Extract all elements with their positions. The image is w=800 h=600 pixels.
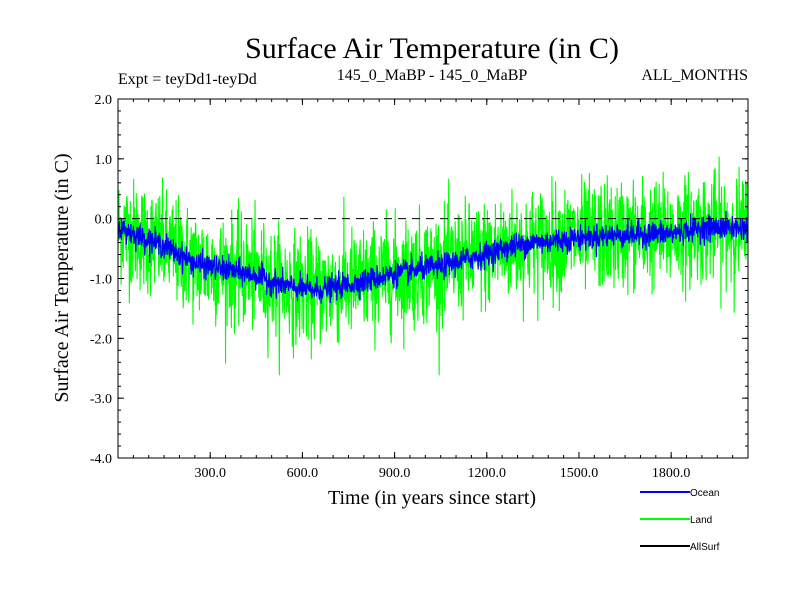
plot-area: -4.0 -3.0 -2.0 -1.0 0.0 1.0 2.0 300.0 600.0 900.0… (90, 93, 749, 481)
y-tick-label: -1.0 (90, 273, 112, 288)
legend-label-land: Land (690, 515, 712, 526)
series-layer (117, 156, 749, 376)
x-tick-label: 600.0 (287, 466, 319, 481)
x-tick-label: 1800.0 (652, 466, 691, 481)
legend: Ocean Land AllSurf (640, 488, 720, 553)
chart-title: Surface Air Temperature (in C) (245, 32, 619, 65)
y-tick-label: 0.0 (95, 213, 113, 228)
x-axis-label: Time (in years since start) (328, 487, 536, 509)
ticks-layer: -4.0 -3.0 -2.0 -1.0 0.0 1.0 2.0 300.0 600.0 900.0… (90, 93, 748, 481)
y-axis-label: Surface Air Temperature (in C) (51, 153, 73, 402)
legend-label-ocean: Ocean (690, 488, 719, 499)
x-tick-label: 300.0 (194, 466, 226, 481)
x-tick-label: 1500.0 (560, 466, 599, 481)
y-tick-label: -3.0 (90, 392, 112, 407)
period-label: 145_0_MaBP - 145_0_MaBP (337, 67, 528, 84)
y-tick-label: 1.0 (95, 153, 113, 168)
y-tick-label: 2.0 (95, 93, 113, 108)
x-tick-label: 1200.0 (468, 466, 507, 481)
legend-label-allsurf: AllSurf (690, 542, 720, 553)
y-tick-label: -2.0 (90, 332, 112, 347)
months-label: ALL_MONTHS (641, 67, 748, 84)
y-tick-label: -4.0 (90, 452, 112, 467)
series-line-ocean (117, 210, 749, 304)
x-tick-label: 900.0 (379, 466, 411, 481)
experiment-label: Expt = teyDd1-teyDd (118, 71, 257, 88)
